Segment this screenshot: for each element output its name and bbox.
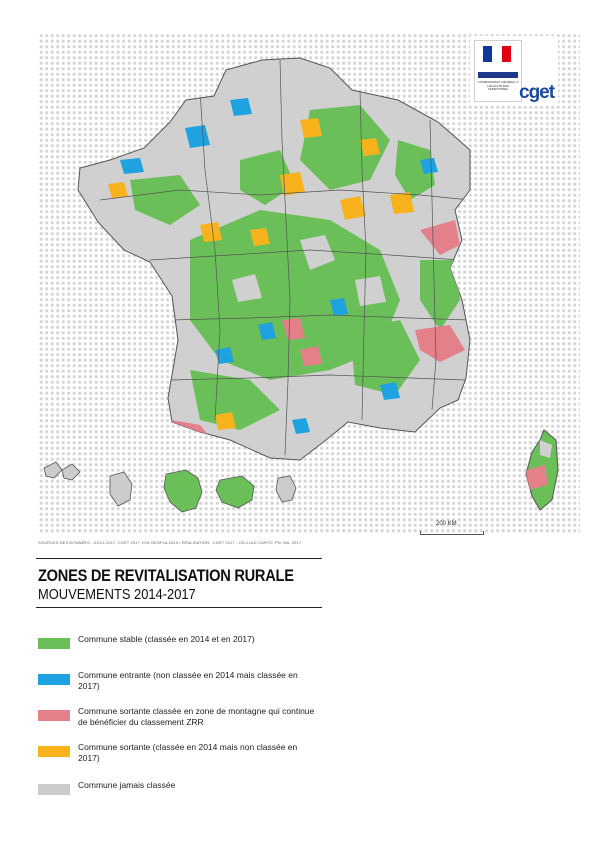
scale-label: 200 KM	[436, 521, 457, 527]
legend-swatch	[38, 746, 70, 757]
title-bottom-rule	[36, 607, 322, 608]
flag-blue	[483, 46, 493, 62]
map-subtitle: MOUVEMENTS 2014-2017	[38, 586, 196, 603]
zone-entrante	[120, 98, 438, 434]
scale-bar	[420, 531, 484, 535]
corsica	[525, 429, 559, 511]
la-reunion	[215, 475, 255, 509]
mayotte	[275, 475, 297, 503]
legend-label: Commune sortante classée en zone de mont…	[78, 706, 315, 727]
legend-label: Commune stable (classée en 2014 et en 20…	[78, 634, 255, 644]
overseas-territories	[43, 461, 297, 513]
guyane	[163, 469, 203, 513]
legend-swatch	[38, 784, 70, 795]
martinique	[109, 471, 133, 507]
cget-caption: COMMISSARIAT GÉNÉRAL À L'ÉGALITÉ DES TER…	[477, 80, 519, 92]
zone-stable	[130, 105, 460, 430]
title-top-rule	[36, 558, 322, 559]
guadeloupe	[43, 461, 81, 481]
cget-logo: cget	[519, 82, 555, 104]
mainland-france	[77, 57, 471, 461]
legend-swatch	[38, 710, 70, 721]
french-flag-icon	[483, 46, 511, 62]
legend-swatch	[38, 638, 70, 649]
ministry-band	[478, 72, 518, 78]
map-area: COMMISSARIAT GÉNÉRAL À L'ÉGALITÉ DES TER…	[38, 32, 580, 545]
zone-jamais	[232, 235, 386, 306]
legend-swatch	[38, 674, 70, 685]
sources-credit: SOURCES DES DONNÉES : DGCL 2017, CGET 20…	[38, 540, 302, 545]
legend-label: Commune entrante (non classée en 2014 ma…	[78, 670, 298, 691]
zone-sortante	[108, 118, 414, 430]
map-title: ZONES DE REVITALISATION RURALE	[38, 566, 294, 585]
legend-label: Commune jamais classée	[78, 780, 176, 790]
flag-white	[492, 46, 502, 62]
government-logo: COMMISSARIAT GÉNÉRAL À L'ÉGALITÉ DES TER…	[474, 40, 522, 102]
legend-label: Commune sortante (classée en 2014 mais n…	[78, 742, 298, 763]
france-map	[38, 32, 580, 534]
cget-wordmark: cget	[519, 82, 555, 103]
flag-red	[501, 46, 511, 62]
department-borders	[99, 59, 470, 456]
